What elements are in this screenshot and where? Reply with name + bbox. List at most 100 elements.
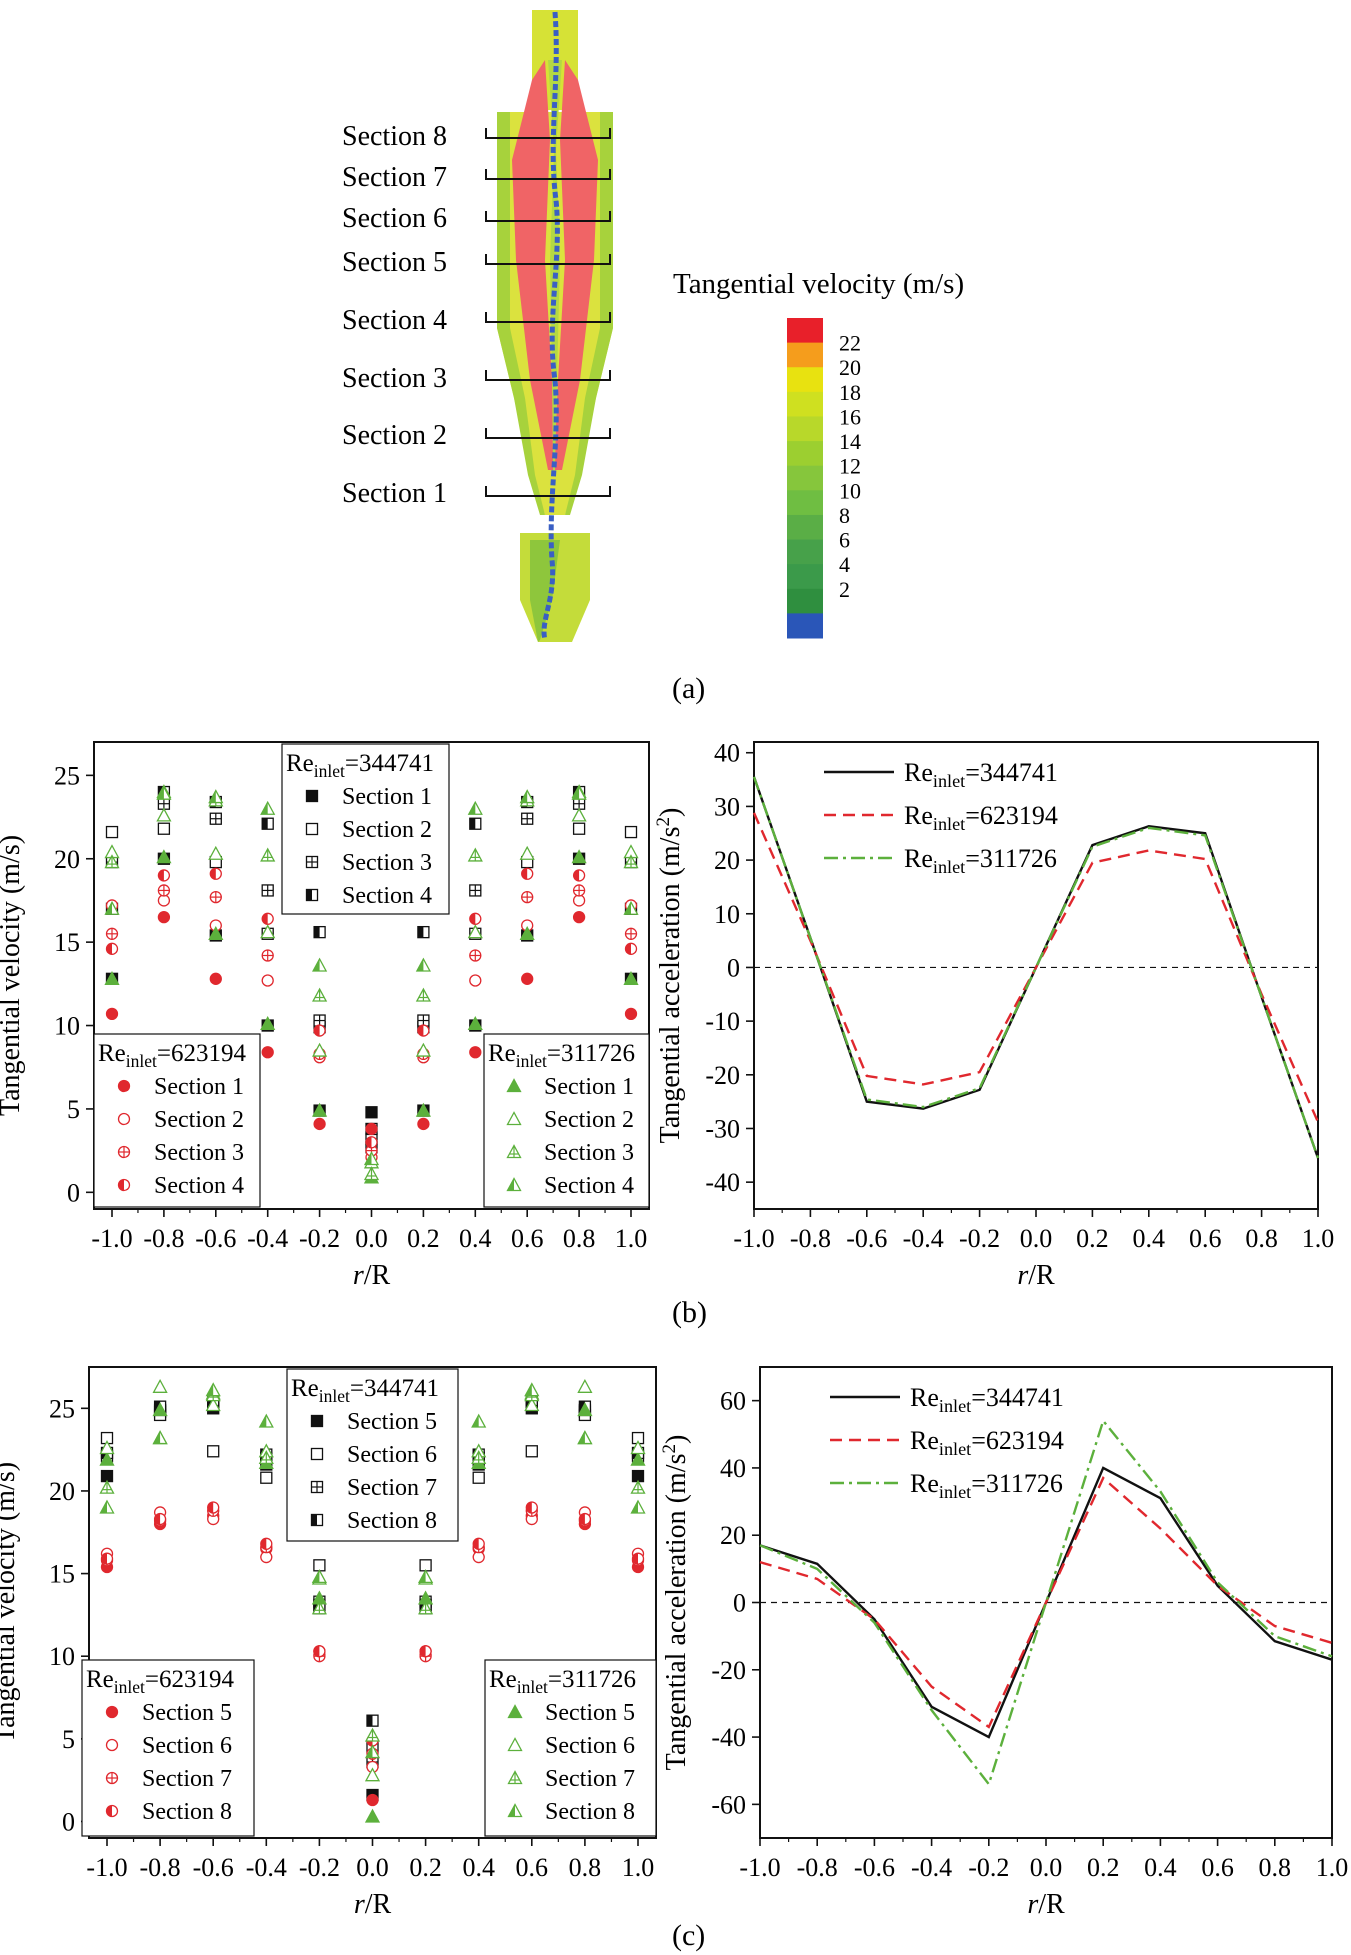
marker-shape bbox=[208, 845, 224, 860]
marker-open-square bbox=[260, 1471, 273, 1484]
legend-title: Reinlet=623194 bbox=[98, 1040, 246, 1071]
label-value: =344741 bbox=[965, 758, 1058, 787]
marker-half bbox=[520, 790, 528, 803]
y-tick-label: -40 bbox=[711, 1723, 746, 1752]
marker-half bbox=[262, 818, 268, 830]
legend-entry: Section 4 bbox=[342, 883, 432, 909]
marker-crossed-triangle bbox=[260, 847, 276, 862]
marker-half-circle bbox=[100, 1552, 114, 1565]
marker-half bbox=[261, 802, 268, 815]
marker-half-square bbox=[469, 817, 482, 830]
marker-open-square bbox=[572, 822, 586, 835]
y-tick-label: 0 bbox=[733, 1589, 746, 1618]
marker-filled-triangle bbox=[208, 925, 224, 940]
y-axis-label-text: Tangential acceleration (m/s bbox=[661, 1454, 692, 1771]
section-marker: Section 1 bbox=[342, 478, 611, 509]
marker-shape bbox=[524, 1397, 540, 1412]
legend-title: Reinlet=311726 bbox=[488, 1040, 635, 1071]
marker-half-triangle bbox=[312, 957, 328, 972]
marker-open-triangle bbox=[312, 1042, 328, 1057]
marker-crossed-triangle bbox=[104, 854, 120, 869]
marker-open-triangle bbox=[208, 845, 224, 860]
marker-half-triangle bbox=[156, 785, 172, 800]
marker-shape bbox=[521, 972, 534, 985]
marker-open-circle bbox=[105, 1738, 119, 1752]
label-value: =623194 bbox=[965, 801, 1058, 830]
marker-half bbox=[259, 1415, 267, 1428]
marker-crossed-triangle bbox=[467, 847, 483, 862]
legend-label: Reinlet=311726 bbox=[910, 1469, 1063, 1502]
marker-half-triangle bbox=[471, 1413, 487, 1428]
label-main: Re bbox=[86, 1666, 114, 1693]
section-marker: Section 7 bbox=[342, 162, 611, 193]
marker-half-triangle bbox=[623, 900, 639, 915]
marker-half-circle bbox=[261, 912, 274, 925]
x-tick-label: -0.2 bbox=[968, 1853, 1009, 1882]
marker-open-triangle bbox=[152, 1378, 168, 1393]
x-tick-label: 0.0 bbox=[1030, 1853, 1063, 1882]
x-axis-label: r/R bbox=[353, 1260, 391, 1291]
legend-entry: Section 3 bbox=[544, 1140, 634, 1166]
marker-filled-circle bbox=[572, 910, 586, 924]
label-value: =311726 bbox=[965, 844, 1057, 873]
marker-half-triangle bbox=[415, 957, 431, 972]
colorbar-tick-label: 14 bbox=[839, 429, 861, 454]
marker-shape bbox=[117, 1112, 131, 1126]
marker-half bbox=[632, 1553, 638, 1565]
section-marker: Section 2 bbox=[342, 420, 611, 451]
marker-open-triangle bbox=[524, 1397, 540, 1412]
marker-shape bbox=[305, 789, 319, 803]
label-main: Re bbox=[98, 1040, 126, 1067]
marker-half-circle bbox=[624, 942, 638, 955]
label-value: =344741 bbox=[345, 750, 434, 777]
marker-half bbox=[118, 1179, 124, 1191]
marker-half-circle bbox=[105, 1804, 119, 1818]
marker-half-circle bbox=[631, 1552, 645, 1565]
marker-shape bbox=[365, 1106, 378, 1119]
panel-label-a: (a) bbox=[672, 672, 705, 705]
y-tick-label: -20 bbox=[711, 1656, 746, 1685]
x-tick-label: 1.0 bbox=[1316, 1853, 1349, 1882]
x-tick-label: 0.8 bbox=[563, 1224, 596, 1253]
marker-open-square bbox=[305, 822, 319, 836]
marker-half bbox=[469, 913, 476, 925]
marker-crossed-triangle bbox=[418, 1600, 434, 1615]
marker-filled-triangle bbox=[577, 1402, 593, 1417]
marker-shape bbox=[417, 1117, 430, 1131]
marker-filled-triangle bbox=[519, 925, 535, 940]
x-tick-label: 0.0 bbox=[1020, 1224, 1053, 1253]
marker-open-triangle bbox=[507, 1737, 523, 1752]
marker-shape bbox=[366, 1793, 379, 1807]
marker-half-triangle bbox=[577, 1430, 593, 1445]
marker-half bbox=[472, 1415, 479, 1428]
marker-shape bbox=[117, 1079, 131, 1093]
colorbar-segment bbox=[787, 391, 823, 417]
x-axis-label-rest: /R bbox=[1028, 1260, 1055, 1291]
y-tick-label: 60 bbox=[720, 1387, 746, 1416]
marker-half bbox=[209, 790, 216, 803]
label-main: Re bbox=[489, 1666, 517, 1693]
marker-half bbox=[572, 787, 580, 800]
colorbar bbox=[787, 318, 823, 639]
marker-crossed-square bbox=[261, 884, 274, 897]
label-value: =311726 bbox=[548, 1666, 636, 1693]
y-tick-label: 20 bbox=[54, 845, 80, 874]
marker-shape bbox=[208, 925, 224, 940]
marker-half bbox=[306, 889, 312, 901]
label-subscript: inlet bbox=[939, 1482, 971, 1502]
y-tick-label: -60 bbox=[711, 1790, 746, 1819]
y-tick-label: 0 bbox=[67, 1178, 80, 1207]
marker-shape bbox=[104, 970, 120, 985]
y-axis-label-close: ) bbox=[655, 808, 686, 817]
x-axis-label-r: r bbox=[1017, 1260, 1028, 1291]
marker-filled-triangle bbox=[152, 1402, 168, 1417]
marker-half bbox=[468, 802, 476, 815]
marker-filled-circle bbox=[117, 1079, 131, 1093]
marker-half bbox=[579, 1401, 585, 1413]
legend-label: Reinlet=311726 bbox=[904, 844, 1057, 877]
section-label: Section 5 bbox=[342, 247, 447, 278]
marker-half-circle bbox=[521, 867, 534, 880]
marker-shape bbox=[571, 849, 587, 864]
section-label: Section 4 bbox=[342, 305, 447, 336]
